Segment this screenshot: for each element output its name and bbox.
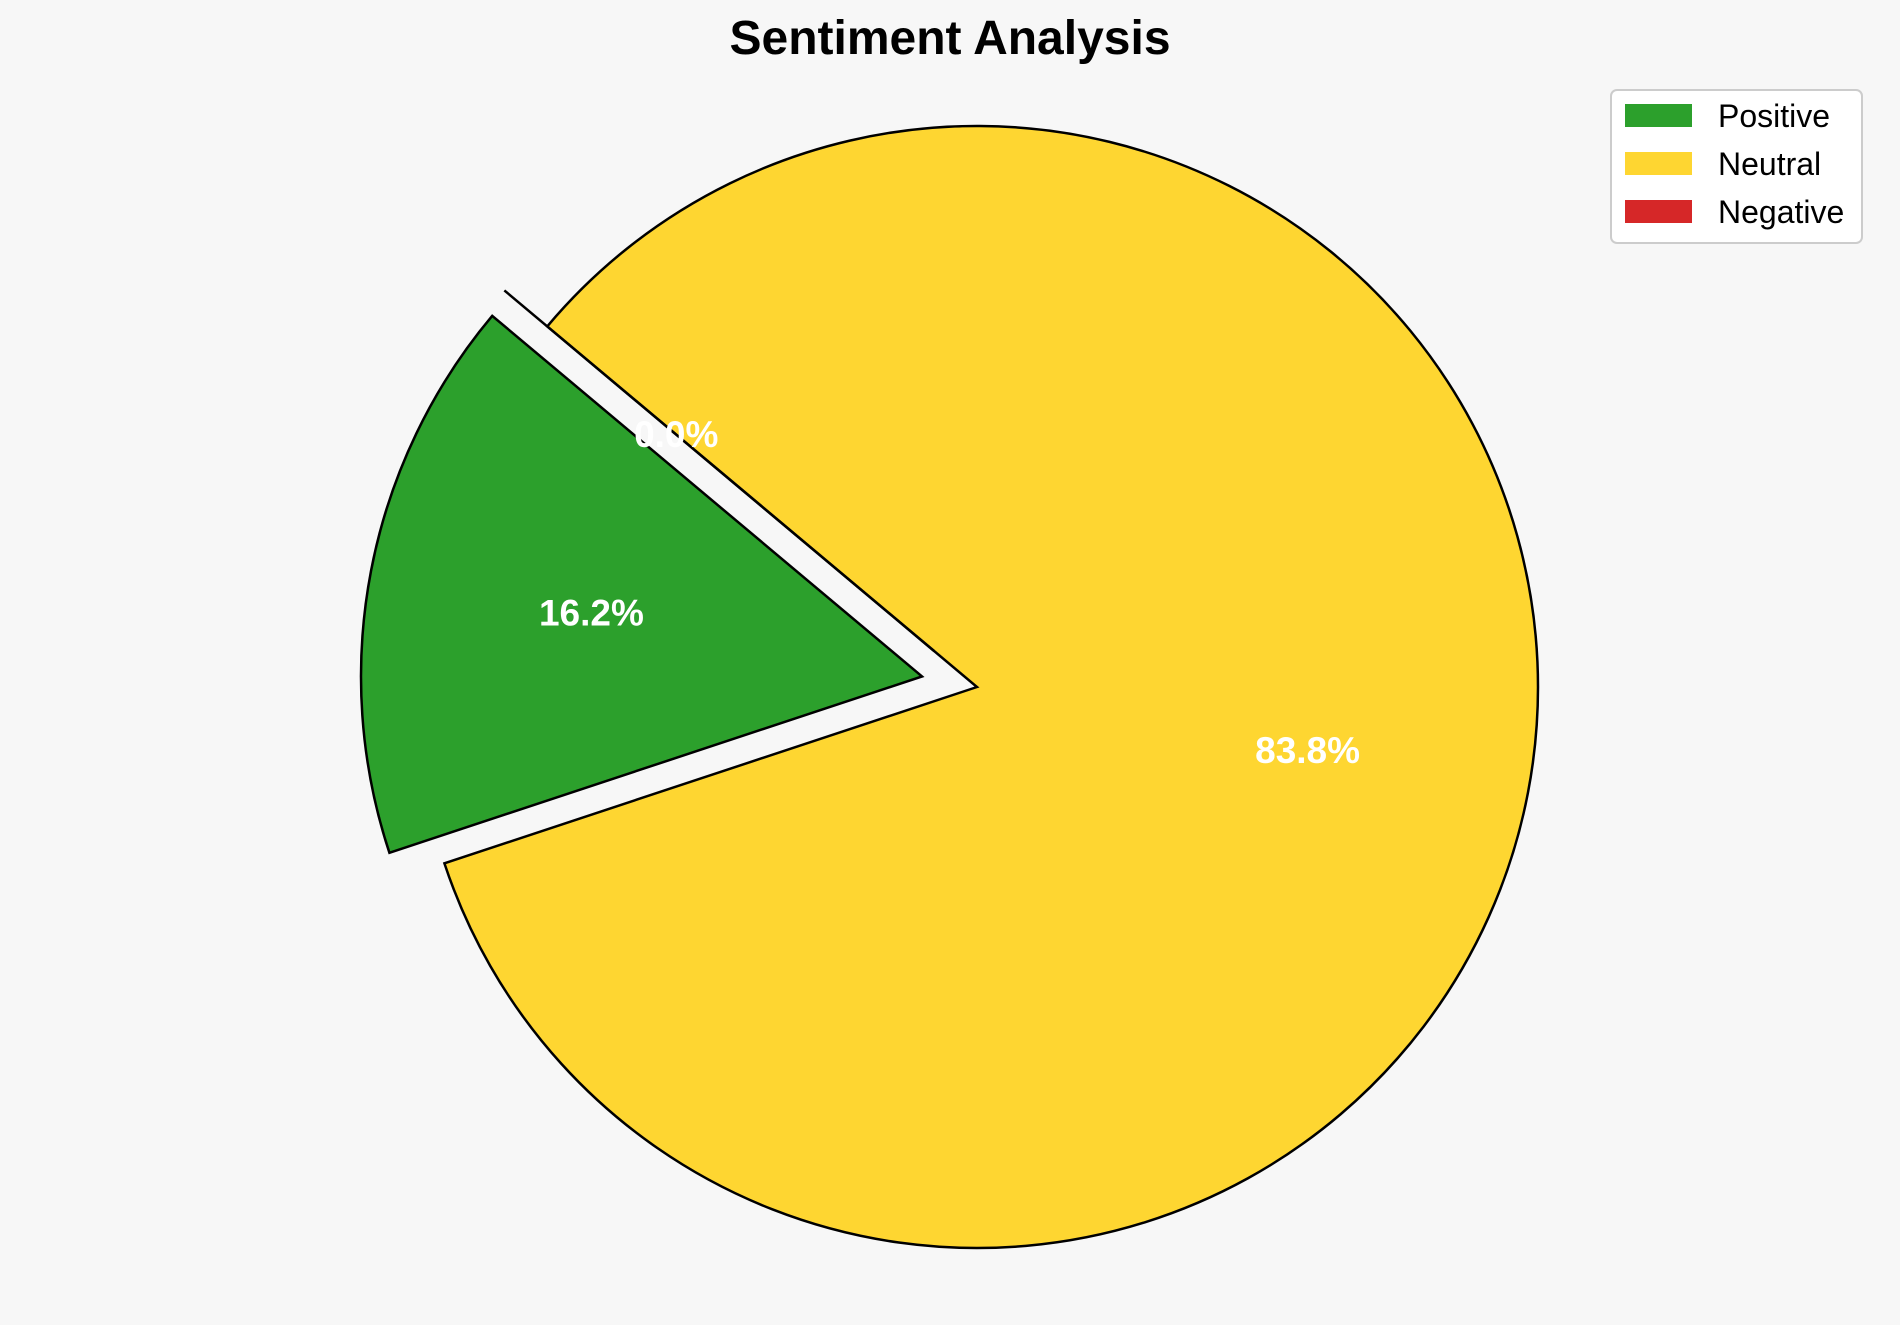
legend-swatch-negative xyxy=(1625,200,1692,223)
legend-label-neutral: Neutral xyxy=(1718,146,1821,182)
pie-slices xyxy=(359,124,1540,1250)
legend-label-positive: Positive xyxy=(1718,98,1830,134)
pie-slice-negative xyxy=(503,289,935,652)
pie-slice-neutral xyxy=(442,124,1540,1250)
pie-label-positive: 16.2% xyxy=(539,593,644,634)
legend-swatch-neutral xyxy=(1625,152,1692,175)
legend-swatch-positive xyxy=(1625,104,1692,127)
pie-label-neutral: 83.8% xyxy=(1255,730,1360,771)
pie-label-negative: 0.0% xyxy=(634,414,718,455)
legend-label-negative: Negative xyxy=(1718,194,1844,230)
legend: Positive Neutral Negative xyxy=(1610,89,1863,244)
pie-labels: 16.2% 83.8% 0.0% xyxy=(539,414,1360,771)
chart-title: Sentiment Analysis xyxy=(729,12,1171,65)
pie-slice-positive xyxy=(359,314,925,855)
